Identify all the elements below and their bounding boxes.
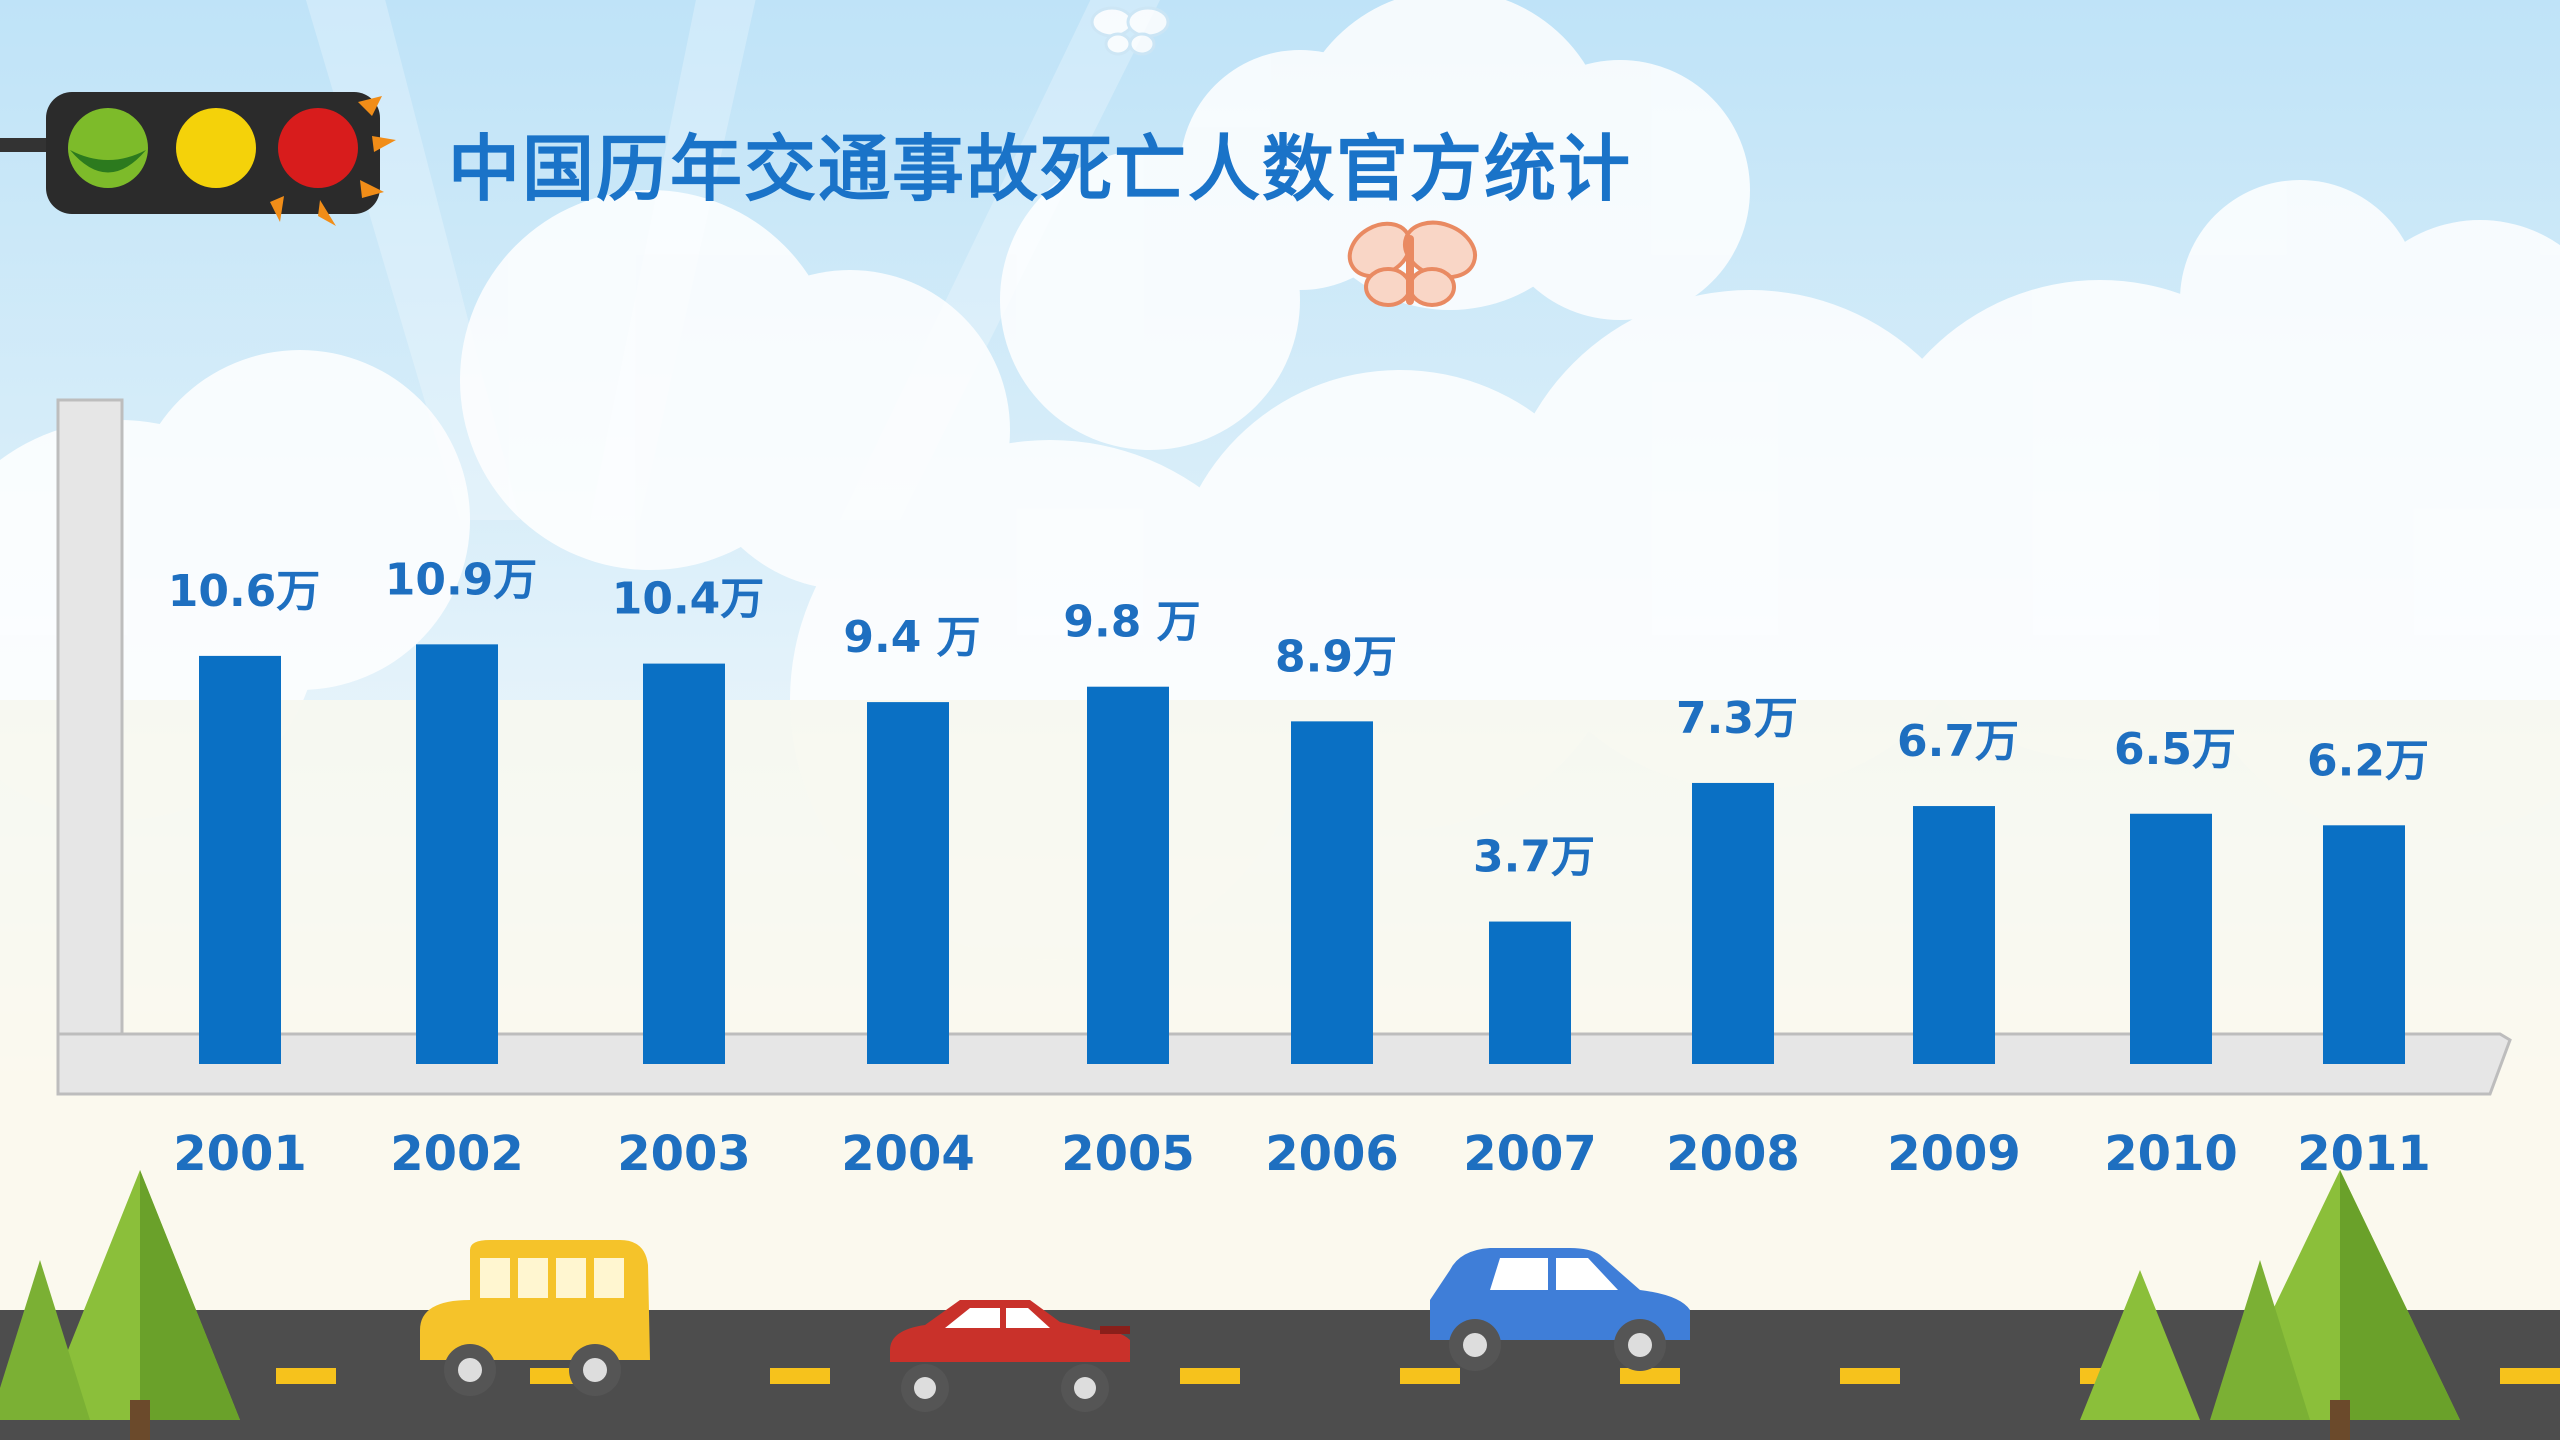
- butterfly-icon: [1090, 6, 1170, 56]
- bar-2008: [1692, 782, 1774, 1064]
- value-label-2005: 9.8 万: [1063, 597, 1200, 648]
- x-tick-label-2011: 2011: [2297, 1126, 2431, 1182]
- value-label-2008: 7.3万: [1676, 693, 1798, 744]
- butterfly-icon: [1347, 220, 1477, 307]
- bar-2011: [2323, 825, 2405, 1064]
- bar-2005: [1087, 686, 1169, 1064]
- page-title: 中国历年交通事故死亡人数官方统计: [448, 127, 1633, 211]
- x-tick-label-2004: 2004: [841, 1126, 975, 1182]
- tree-icon: [2080, 1170, 2460, 1440]
- tree-icon: [0, 1170, 240, 1440]
- value-label-2004: 9.4 万: [843, 612, 980, 663]
- x-tick-label-2001: 2001: [173, 1126, 307, 1182]
- x-tick-label-2010: 2010: [2104, 1126, 2238, 1182]
- value-label-2007: 3.7万: [1473, 832, 1595, 883]
- x-tick-label-2006: 2006: [1265, 1126, 1399, 1182]
- x-tick-label-2009: 2009: [1887, 1126, 2021, 1182]
- value-label-2009: 6.7万: [1897, 716, 2019, 767]
- car-icon: [1430, 1248, 1690, 1371]
- car-icon: [890, 1300, 1130, 1412]
- x-tick-label-2003: 2003: [617, 1126, 751, 1182]
- bar-2007: [1489, 921, 1571, 1064]
- x-tick-label-2002: 2002: [390, 1126, 524, 1182]
- bar-2010: [2130, 813, 2212, 1064]
- bar-2001: [199, 655, 281, 1064]
- x-tick-label-2007: 2007: [1463, 1126, 1597, 1182]
- value-label-2002: 10.9万: [385, 554, 538, 605]
- traffic-light-icon: [0, 92, 396, 226]
- value-label-2011: 6.2万: [2307, 735, 2429, 786]
- value-label-2001: 10.6万: [168, 566, 321, 617]
- value-label-2010: 6.5万: [2114, 724, 2236, 775]
- bar-2004: [867, 702, 949, 1064]
- bar-2009: [1913, 806, 1995, 1064]
- chart-frame-wall: [56, 398, 124, 1096]
- value-label-2006: 8.9万: [1275, 631, 1397, 682]
- x-tick-label-2008: 2008: [1666, 1126, 1800, 1182]
- bus-icon: [420, 1240, 650, 1396]
- bar-2006: [1291, 721, 1373, 1064]
- bar-2002: [416, 644, 498, 1064]
- bar-2003: [643, 663, 725, 1064]
- value-label-2003: 10.4万: [612, 574, 765, 625]
- x-tick-label-2005: 2005: [1061, 1126, 1195, 1182]
